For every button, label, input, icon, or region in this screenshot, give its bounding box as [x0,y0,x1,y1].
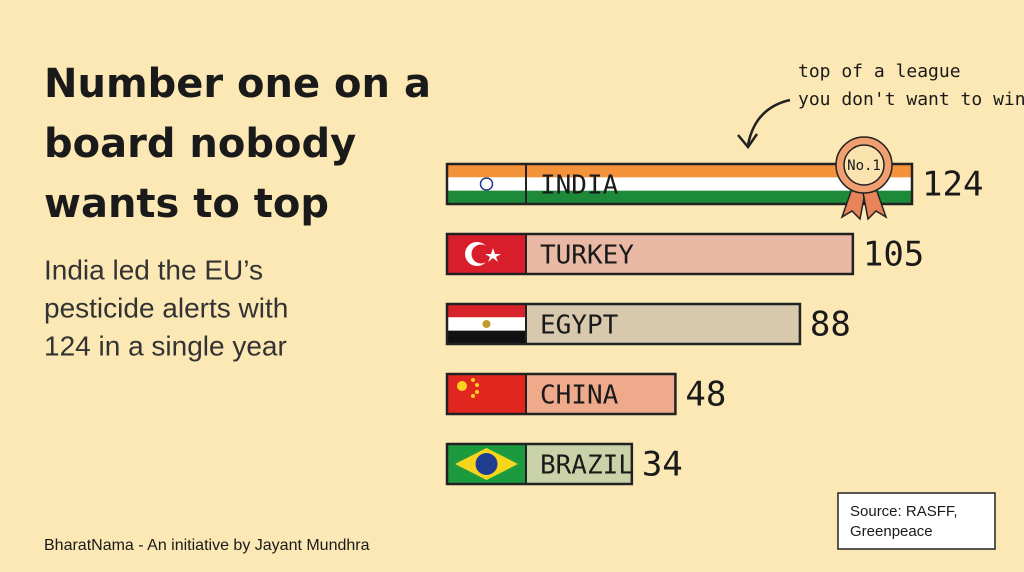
flag-part [447,330,526,344]
value-label: 124 [922,165,983,205]
annotation: you don't want to win [798,89,1024,110]
value-label: 88 [810,305,851,345]
flag-part [475,390,479,394]
title-line: Number one on a [44,61,431,107]
subtitle-line: pesticide alerts with [44,292,288,323]
badge [843,144,885,186]
flag [447,164,526,204]
subtitle-line: 124 in a single year [44,330,287,361]
category-label: CHINA [540,381,619,411]
category-label: TURKEY [540,241,634,271]
flag-part [479,177,494,191]
bar-outline [445,232,855,276]
flag-part [447,304,526,318]
bar-outline [445,442,634,486]
category-label: EGYPT [540,311,619,341]
bar [526,234,853,274]
flag-part [475,453,498,475]
flag-part [457,381,467,391]
title-line: board nobody [44,121,356,167]
flag [447,374,526,414]
title-line: wants to top [44,181,329,227]
annotation-arrow [746,98,791,146]
flag [447,444,526,484]
flag [447,304,526,344]
flag-part [447,190,526,204]
source-box [837,492,996,550]
flag-part [471,394,475,398]
value-label: 48 [685,375,726,415]
flag-part [482,320,491,328]
value-label: 34 [642,445,683,485]
value-label: 105 [863,235,924,275]
bar [526,374,676,414]
flag-part [447,164,526,178]
flag-part [475,383,479,387]
footer: BharatNama - An initiative by Jayant Mun… [44,537,370,554]
annotation: top of a league [798,61,961,82]
flag [447,234,526,274]
subtitle-line: India led the EU’s [44,254,263,285]
source: Greenpeace [850,523,933,540]
annotation-arrow [737,133,759,150]
flag-part [485,248,501,262]
bar-stripe [526,190,912,204]
flag-part [471,244,491,264]
bar-outline [445,372,677,416]
bar-outline [445,302,802,346]
bar-stripe [526,164,912,178]
bar [526,444,632,484]
source: Source: RASFF, [850,503,958,520]
category-label: BRAZIL [540,451,634,481]
category-label: INDIA [540,171,619,201]
flag-part [447,177,526,191]
bar [526,304,800,344]
badge-text: No.1 [847,158,881,174]
bar-outline [445,162,914,206]
flag-part [471,378,475,382]
flag-part [447,374,526,414]
